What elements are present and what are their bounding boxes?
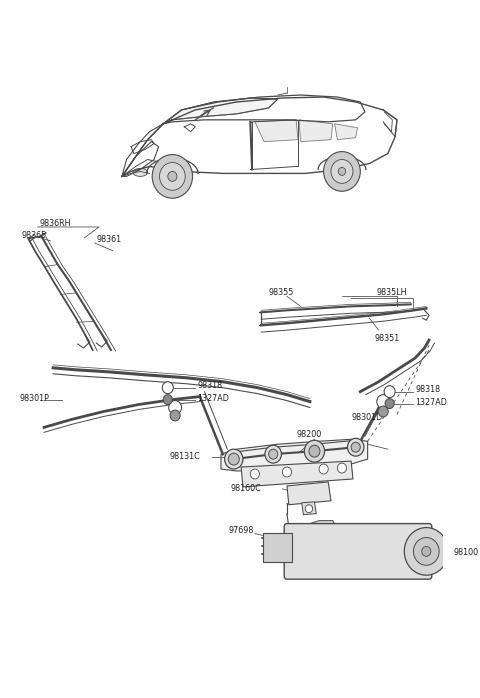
Circle shape (422, 547, 431, 556)
Circle shape (168, 401, 181, 415)
Circle shape (168, 172, 177, 181)
Polygon shape (163, 98, 278, 124)
Text: 98318: 98318 (415, 385, 441, 394)
Polygon shape (255, 120, 298, 142)
Circle shape (250, 469, 260, 479)
Circle shape (337, 463, 347, 473)
Circle shape (338, 168, 346, 175)
Text: 98100: 98100 (454, 548, 479, 557)
Circle shape (304, 440, 324, 462)
Circle shape (162, 382, 173, 394)
Text: 98301D: 98301D (351, 413, 383, 422)
Circle shape (404, 528, 448, 575)
FancyBboxPatch shape (263, 533, 292, 563)
Text: 98301P: 98301P (19, 394, 49, 403)
Circle shape (324, 151, 360, 191)
Circle shape (377, 394, 390, 408)
Circle shape (159, 163, 185, 191)
Text: 98355: 98355 (269, 288, 294, 297)
Text: 98160C: 98160C (230, 484, 261, 493)
Text: 98200: 98200 (296, 430, 322, 439)
Circle shape (384, 386, 395, 398)
Text: 98365: 98365 (21, 232, 47, 240)
Circle shape (282, 467, 291, 477)
Circle shape (269, 450, 278, 459)
Circle shape (319, 464, 328, 474)
Circle shape (413, 537, 439, 565)
Text: 1327AD: 1327AD (415, 398, 447, 407)
Circle shape (331, 160, 353, 184)
Text: 9835LH: 9835LH (377, 288, 408, 297)
Circle shape (170, 410, 180, 421)
Circle shape (152, 154, 192, 198)
Polygon shape (221, 439, 368, 471)
Text: 9836RH: 9836RH (39, 218, 71, 228)
Text: 98318: 98318 (197, 381, 222, 390)
Circle shape (305, 505, 312, 513)
Circle shape (265, 445, 281, 463)
Text: 1327AD: 1327AD (197, 394, 229, 403)
Circle shape (385, 399, 394, 408)
Circle shape (348, 438, 364, 456)
Ellipse shape (133, 168, 148, 177)
Circle shape (351, 443, 360, 452)
Polygon shape (241, 461, 353, 487)
Polygon shape (301, 502, 316, 514)
Circle shape (225, 450, 243, 469)
Circle shape (309, 445, 320, 457)
Polygon shape (300, 521, 337, 528)
Circle shape (378, 406, 388, 417)
Text: 98131C: 98131C (169, 452, 200, 461)
Polygon shape (287, 482, 331, 505)
Text: 98361: 98361 (96, 235, 121, 244)
Polygon shape (299, 120, 333, 142)
Polygon shape (335, 124, 358, 140)
Circle shape (228, 453, 240, 465)
Text: 98351: 98351 (374, 334, 399, 343)
Circle shape (163, 394, 172, 405)
FancyBboxPatch shape (284, 524, 432, 579)
Text: 97698: 97698 (228, 526, 253, 535)
